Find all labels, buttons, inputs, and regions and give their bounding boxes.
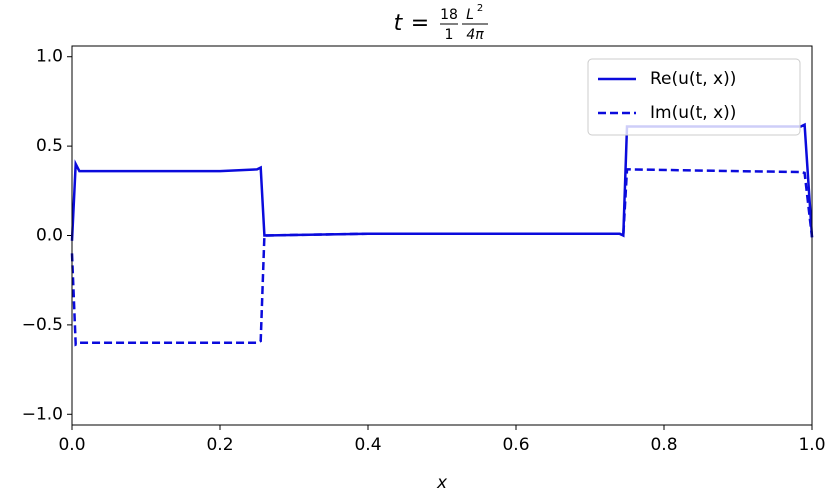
title-num: 18 — [440, 7, 458, 23]
x-tick-label: 0.4 — [354, 435, 381, 455]
title-lhs: t — [394, 11, 404, 36]
legend-label: Im(u(t, x)) — [650, 103, 736, 123]
legend-box — [587, 58, 801, 136]
title-exp: 2 — [477, 3, 483, 14]
x-axis-label: x — [436, 473, 448, 493]
y-tick-label: 0.5 — [36, 136, 63, 156]
x-tick-label: 0.8 — [650, 435, 677, 455]
title-num: L — [466, 7, 474, 23]
series-line — [70, 122, 814, 241]
title-eq: = — [411, 11, 429, 36]
y-tick-label: 0.0 — [36, 226, 63, 246]
title-den: 4π — [466, 27, 484, 43]
x-tick-label: 0.2 — [206, 435, 233, 455]
chart-title: t = 18 1 L 2 4π — [394, 3, 488, 43]
legend-label: Re(u(t, x)) — [650, 69, 736, 89]
series-line — [70, 168, 814, 347]
x-tick-label: 1.0 — [798, 435, 825, 455]
x-tick-label: 0.0 — [58, 435, 85, 455]
legend: Re(u(t, x)) Im(u(t, x)) — [587, 58, 801, 136]
y-tick-label: −0.5 — [22, 315, 63, 335]
title-den: 1 — [445, 27, 454, 43]
x-tick-label: 0.6 — [502, 435, 529, 455]
plot-frame — [71, 45, 813, 426]
y-tick-label: 1.0 — [36, 47, 63, 67]
y-tick-label: −1.0 — [22, 404, 63, 424]
